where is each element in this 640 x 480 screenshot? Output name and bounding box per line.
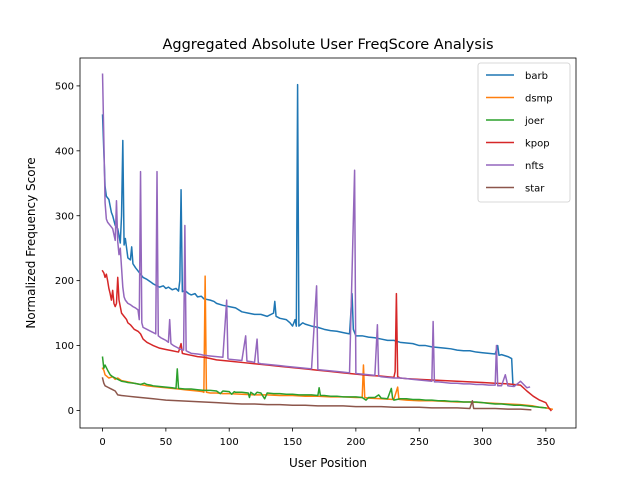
legend-label-barb: barb — [525, 71, 548, 82]
legend-label-joer: joer — [524, 116, 545, 127]
legend-label-nfts: nfts — [525, 161, 544, 172]
x-tick-label: 150 — [283, 437, 302, 448]
series-line-kpop — [101, 269, 552, 412]
y-tick-label: 100 — [55, 341, 74, 352]
series-line-star — [101, 377, 532, 411]
x-tick-label: 50 — [160, 437, 173, 448]
legend: barb dsmp joer kpop nfts star — [477, 62, 571, 203]
x-tick-label: 100 — [220, 437, 239, 448]
x-tick-label: 300 — [473, 437, 492, 448]
x-axis-label: User Position — [289, 456, 367, 470]
axes: 0 50 100 150 200 250 300 350 0 100 200 300 400 500 — [55, 57, 577, 448]
legend-label-kpop: kpop — [525, 139, 550, 150]
series-lines — [101, 73, 554, 412]
series-line-joer — [101, 356, 547, 409]
plot-frame — [79, 57, 577, 429]
y-tick-label: 0 — [68, 406, 74, 417]
x-tick-label: 0 — [99, 437, 105, 448]
chart-title: Aggregated Absolute User FreqScore Analy… — [162, 37, 493, 53]
y-tick-label: 200 — [55, 276, 74, 287]
x-tick-label: 200 — [346, 437, 365, 448]
legend-box — [477, 62, 571, 203]
y-tick-label: 400 — [55, 146, 74, 157]
y-tick-label: 500 — [55, 82, 74, 93]
legend-label-dsmp: dsmp — [525, 94, 553, 105]
series-line-barb — [101, 83, 516, 387]
x-tick-label: 250 — [410, 437, 429, 448]
y-tick-label: 300 — [55, 211, 74, 222]
x-tick-label: 350 — [536, 437, 555, 448]
series-line-nfts — [101, 73, 531, 389]
y-axis-label: Normalized Frequency Score — [24, 157, 38, 328]
legend-label-star: star — [525, 184, 545, 195]
